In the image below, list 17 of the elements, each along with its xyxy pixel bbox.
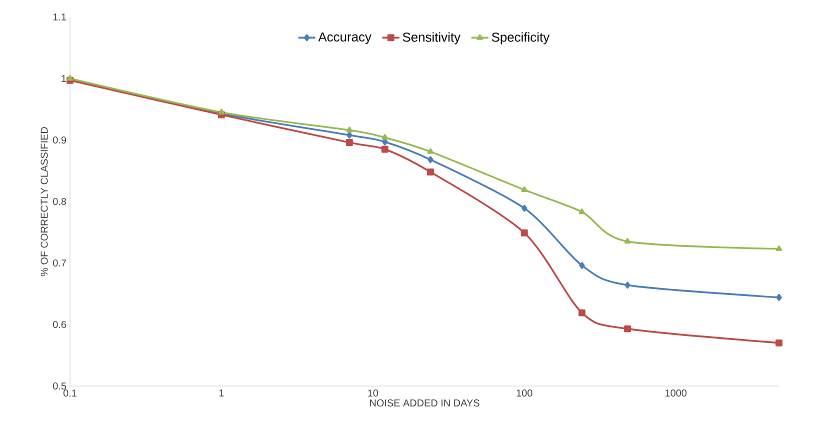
x-axis-title: NOISE ADDED IN DAYS — [370, 399, 480, 406]
y-tick-label: 1 — [62, 75, 66, 82]
x-tick-label: 100 — [516, 390, 532, 397]
x-tick-label: 10 — [368, 390, 378, 397]
y-tick-label: 0.9 — [53, 136, 66, 144]
x-tick-label: 1000 — [666, 390, 687, 397]
y-axis-title: % OF CORRECTLY CLASSIFIED — [40, 127, 48, 276]
y-tick-label: 0.6 — [53, 320, 66, 328]
legend-label: Sensitivity — [402, 32, 460, 44]
y-tick-label: 0.8 — [53, 198, 66, 206]
legend-label: Specificity — [492, 32, 550, 44]
legend-label: Accuracy — [318, 32, 372, 44]
y-tick-label: 0.7 — [53, 259, 66, 267]
x-tick-label: 0.1 — [63, 390, 76, 397]
y-tick-label: 0.5 — [53, 382, 66, 390]
y-tick-label: 1.1 — [53, 14, 66, 20]
x-tick-label: 1 — [219, 390, 224, 396]
